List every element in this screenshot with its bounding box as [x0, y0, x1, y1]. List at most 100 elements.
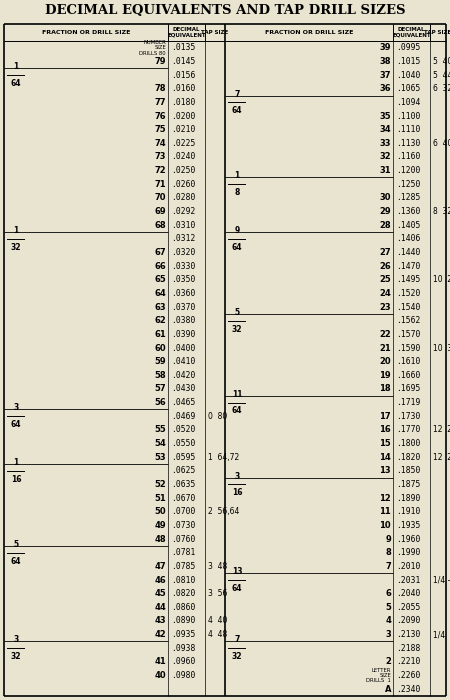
Text: .1405: .1405: [396, 220, 420, 230]
Text: TAP SIZE: TAP SIZE: [424, 30, 450, 35]
Text: 31: 31: [379, 166, 391, 175]
Text: .1660: .1660: [396, 371, 420, 380]
Text: 72: 72: [154, 166, 166, 175]
Text: 11: 11: [232, 390, 242, 399]
Text: 17: 17: [379, 412, 391, 421]
Text: .1130: .1130: [396, 139, 420, 148]
Text: 22: 22: [379, 330, 391, 339]
Text: .1770: .1770: [396, 426, 420, 435]
Text: 1/4  28: 1/4 28: [433, 630, 450, 639]
Text: 16: 16: [232, 489, 242, 497]
Text: 62: 62: [154, 316, 166, 326]
Text: 46: 46: [154, 575, 166, 584]
Text: 14: 14: [379, 453, 391, 462]
Text: 6  32: 6 32: [433, 84, 450, 93]
Text: .1730: .1730: [396, 412, 420, 421]
Text: .0135: .0135: [171, 43, 195, 52]
Text: 15: 15: [379, 439, 391, 448]
Text: 63: 63: [154, 302, 166, 312]
Text: 5: 5: [234, 308, 239, 317]
Text: 78: 78: [154, 84, 166, 93]
Text: 9: 9: [385, 535, 391, 544]
Text: 33: 33: [379, 139, 391, 148]
Text: .0730: .0730: [171, 521, 195, 530]
Text: 3: 3: [234, 472, 239, 481]
Text: 30: 30: [379, 193, 391, 202]
Text: .2260: .2260: [396, 671, 420, 680]
Text: 71: 71: [154, 180, 166, 189]
Text: 3  48: 3 48: [208, 562, 227, 571]
Text: .0635: .0635: [171, 480, 195, 489]
Text: 6: 6: [385, 589, 391, 598]
Text: 2  56,64: 2 56,64: [208, 508, 239, 517]
Text: 59: 59: [154, 357, 166, 366]
Text: .2090: .2090: [396, 617, 420, 625]
Text: 58: 58: [154, 371, 166, 380]
Text: .2010: .2010: [396, 562, 420, 571]
Text: .0820: .0820: [171, 589, 195, 598]
Text: .0320: .0320: [171, 248, 195, 257]
Text: 51: 51: [154, 494, 166, 503]
Text: .1406: .1406: [396, 234, 420, 244]
Text: .0250: .0250: [171, 166, 195, 175]
Text: FRACTION OR DRILL SIZE: FRACTION OR DRILL SIZE: [42, 30, 130, 35]
Text: .1470: .1470: [396, 262, 420, 271]
Text: 67: 67: [154, 248, 166, 257]
Text: .0380: .0380: [171, 316, 195, 326]
Text: .1440: .1440: [396, 248, 420, 257]
Text: 3  56: 3 56: [208, 589, 227, 598]
Text: 1: 1: [14, 226, 18, 235]
Text: .0430: .0430: [171, 384, 195, 393]
Text: 12  24: 12 24: [433, 426, 450, 435]
Text: 26: 26: [379, 262, 391, 271]
Text: 79: 79: [154, 57, 166, 66]
Text: 32: 32: [232, 325, 242, 334]
Text: .2130: .2130: [396, 630, 420, 639]
Text: 52: 52: [154, 480, 166, 489]
Text: .0781: .0781: [171, 548, 195, 557]
Text: 40: 40: [154, 671, 166, 680]
Text: .0595: .0595: [171, 453, 195, 462]
Text: 28: 28: [379, 220, 391, 230]
Text: .1015: .1015: [396, 57, 420, 66]
Text: .0200: .0200: [171, 111, 195, 120]
Text: .2031: .2031: [396, 575, 420, 584]
Text: .1990: .1990: [396, 548, 420, 557]
Text: 64: 64: [11, 79, 21, 88]
Text: 61: 61: [154, 330, 166, 339]
Text: 55: 55: [154, 426, 166, 435]
Text: 36: 36: [379, 84, 391, 93]
Text: .0180: .0180: [171, 98, 195, 107]
Text: .0995: .0995: [396, 43, 420, 52]
Text: 3: 3: [14, 636, 18, 645]
Text: 66: 66: [154, 262, 166, 271]
Text: .0210: .0210: [171, 125, 195, 134]
Text: 57: 57: [154, 384, 166, 393]
Text: 48: 48: [154, 535, 166, 544]
Text: 64: 64: [154, 289, 166, 298]
Text: 10: 10: [379, 521, 391, 530]
Text: 44: 44: [154, 603, 166, 612]
Text: 8  32,36: 8 32,36: [433, 207, 450, 216]
Text: .1910: .1910: [396, 508, 420, 517]
Text: .0625: .0625: [171, 466, 195, 475]
Text: .1540: .1540: [396, 302, 420, 312]
Text: 11: 11: [379, 508, 391, 517]
Text: .1200: .1200: [396, 166, 420, 175]
Text: 23: 23: [379, 302, 391, 312]
Text: 1: 1: [234, 172, 239, 181]
Text: 47: 47: [154, 562, 166, 571]
Text: 5  44: 5 44: [433, 71, 450, 80]
Text: 77: 77: [154, 98, 166, 107]
Text: 41: 41: [154, 657, 166, 666]
Text: .2210: .2210: [396, 657, 420, 666]
Text: .0550: .0550: [171, 439, 195, 448]
Text: 34: 34: [379, 125, 391, 134]
Text: 39: 39: [379, 43, 391, 52]
Text: 75: 75: [154, 125, 166, 134]
Text: .0260: .0260: [171, 180, 195, 189]
Text: 2: 2: [385, 657, 391, 666]
Text: 16: 16: [379, 426, 391, 435]
Text: 5: 5: [14, 540, 18, 549]
Text: .0420: .0420: [171, 371, 195, 380]
